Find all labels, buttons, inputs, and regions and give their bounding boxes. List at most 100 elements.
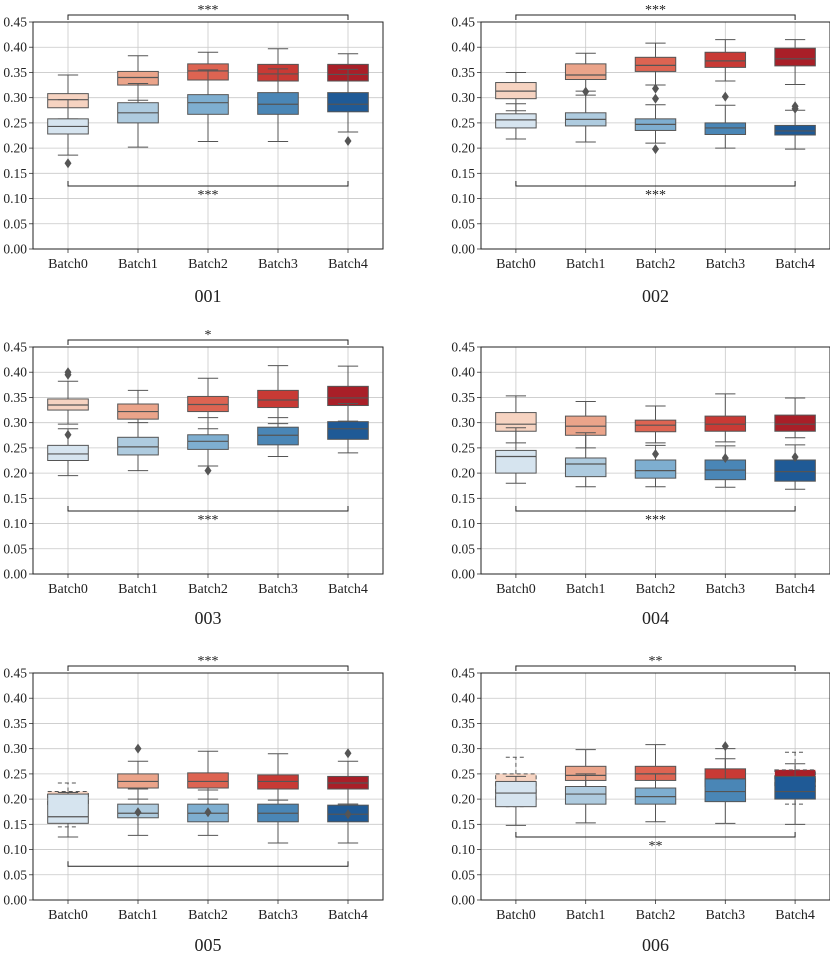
box-red-Batch2: [634, 56, 677, 72]
y-tick-label: 0.25: [3, 115, 27, 130]
y-tick-label: 0.20: [451, 466, 475, 481]
box-red-Batch4: [774, 47, 816, 67]
bottom-bracket-label: ***: [645, 513, 666, 528]
box-blue-Batch0: [495, 780, 537, 808]
y-tick-label: 0.10: [451, 842, 475, 857]
y-tick-label: 0.40: [3, 40, 27, 55]
top-bracket: [515, 14, 796, 20]
y-tick-label: 0.40: [3, 365, 27, 380]
x-tick-label: Batch2: [188, 582, 228, 597]
y-tick-label: 0.10: [3, 516, 27, 531]
top-bracket-label: ***: [198, 3, 219, 18]
box-blue-Batch0: [47, 793, 89, 824]
y-tick-label: 0.00: [451, 567, 475, 582]
outlier-point: [344, 136, 352, 147]
chart-panel-005: 0.00 0.05 0.10 0.15 0.20 0.25 0.30 0.35 0.40 0.45…: [3, 654, 384, 955]
box-red-Batch3: [257, 389, 299, 409]
outlier-point: [204, 807, 212, 818]
bottom-bracket: [515, 180, 796, 187]
box-blue-Batch1: [564, 457, 607, 478]
y-tick-label: 0.30: [3, 741, 27, 756]
outlier-point: [204, 465, 212, 476]
outlier-point: [652, 93, 659, 104]
box-blue-Batch1: [564, 786, 607, 805]
y-tick-label: 0.30: [451, 90, 475, 105]
outlier-point: [64, 429, 72, 440]
x-tick-label: Batch0: [496, 257, 536, 272]
x-tick-label: Batch1: [566, 257, 606, 272]
box-blue-Batch4: [327, 421, 369, 440]
y-tick-label: 0.10: [451, 516, 475, 531]
outlier-point: [721, 741, 729, 752]
outlier-point: [344, 809, 352, 820]
x-tick-label: Batch4: [775, 582, 815, 597]
y-tick-label: 0.20: [451, 792, 475, 807]
y-tick-label: 0.40: [451, 365, 475, 380]
x-tick-label: Batch4: [775, 908, 815, 923]
box-red-Batch1: [117, 70, 159, 86]
axes-frame: [32, 21, 384, 250]
outlier-point: [134, 743, 142, 754]
y-tick-label: 0.25: [451, 766, 475, 781]
x-tick-label: Batch3: [258, 257, 298, 272]
box-blue-Batch2: [187, 94, 229, 115]
x-tick-label: Batch2: [188, 908, 228, 923]
x-tick-label: Batch4: [328, 908, 368, 923]
outlier-point: [582, 86, 590, 97]
box-blue-Batch1: [117, 436, 159, 456]
y-tick-label: 0.10: [451, 191, 475, 206]
axes-frame: [480, 346, 830, 575]
y-tick-label: 0.35: [451, 390, 475, 405]
y-tick-label: 0.30: [3, 90, 27, 105]
bottom-bracket-label: ***: [198, 188, 219, 203]
x-tick-label: Batch3: [705, 908, 745, 923]
x-tick-label: Batch0: [496, 908, 536, 923]
y-tick-label: 0.10: [3, 191, 27, 206]
chart-panel-004: 0.00 0.05 0.10 0.15 0.20 0.25 0.30 0.35 0.40 0.45…: [451, 340, 830, 628]
y-tick-label: 0.15: [3, 817, 27, 832]
x-tick-label: Batch0: [48, 908, 88, 923]
top-bracket-label: ***: [645, 3, 666, 18]
y-tick-label: 0.45: [451, 15, 475, 30]
y-tick-label: 0.35: [451, 716, 475, 731]
y-tick-label: 0.35: [451, 65, 475, 80]
bottom-bracket-label: ***: [645, 188, 666, 203]
chart-panel-001: 0.00 0.05 0.10 0.15 0.20 0.25 0.30 0.35 0.40 0.45…: [3, 3, 384, 306]
box-red-Batch3: [704, 51, 747, 68]
x-tick-label: Batch1: [566, 582, 606, 597]
top-bracket-label: ***: [198, 654, 219, 669]
y-tick-label: 0.15: [3, 491, 27, 506]
axes-frame: [480, 672, 830, 901]
axes-frame: [32, 346, 384, 575]
outlier-point: [344, 748, 352, 759]
y-tick-label: 0.25: [451, 115, 475, 130]
y-tick-label: 0.35: [3, 716, 27, 731]
outlier-point: [721, 452, 729, 463]
x-tick-label: Batch0: [496, 582, 536, 597]
box-blue-Batch4: [327, 92, 369, 113]
y-tick-label: 0.30: [451, 415, 475, 430]
x-tick-label: Batch3: [258, 908, 298, 923]
outlier-point: [791, 451, 799, 462]
y-tick-label: 0.00: [3, 242, 27, 257]
bottom-bracket: [67, 180, 349, 187]
y-tick-label: 0.00: [3, 567, 27, 582]
box-blue-Batch4: [774, 124, 816, 136]
x-tick-label: Batch0: [48, 257, 88, 272]
box-blue-Batch4: [774, 459, 816, 482]
bottom-bracket: [515, 831, 796, 838]
box-blue-Batch4: [774, 775, 816, 800]
x-tick-label: Batch0: [48, 582, 88, 597]
axes-frame: [480, 21, 830, 250]
bottom-bracket-label: ***: [198, 513, 219, 528]
outlier-point: [652, 448, 659, 459]
x-tick-label: Batch4: [328, 257, 368, 272]
y-tick-label: 0.45: [451, 340, 475, 355]
y-tick-label: 0.45: [3, 340, 27, 355]
y-tick-label: 0.20: [3, 792, 27, 807]
box-blue-Batch3: [704, 122, 747, 135]
outlier-point: [652, 83, 659, 94]
outlier-point: [64, 369, 72, 380]
